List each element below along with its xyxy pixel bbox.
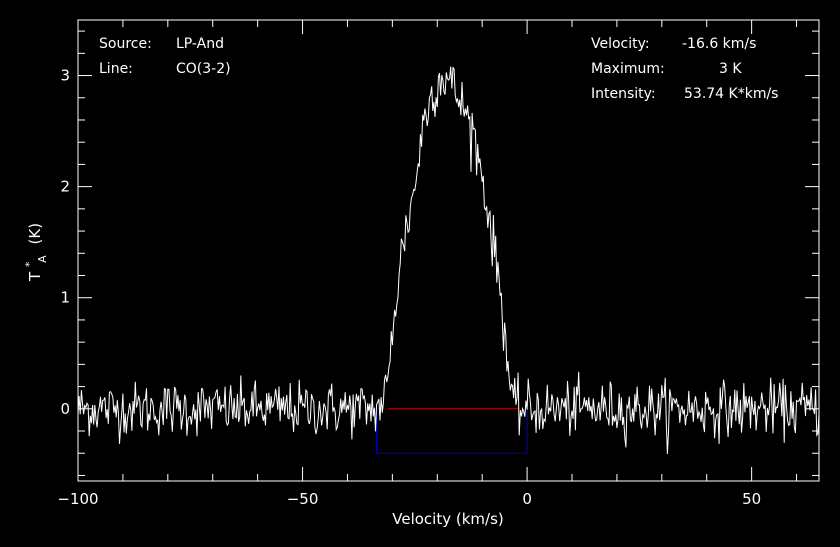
velocity-label: Velocity: xyxy=(591,36,650,52)
maximum-value: 3 K xyxy=(719,61,742,77)
y-axis-label-sup: * xyxy=(23,261,36,267)
maximum-label: Maximum: xyxy=(591,61,665,77)
y-tick-label: 0 xyxy=(60,400,70,418)
line-value: CO(3-2) xyxy=(176,61,231,77)
intensity-label: Intensity: xyxy=(591,86,656,102)
integration-window-line xyxy=(376,408,528,454)
x-tick-label: −100 xyxy=(57,490,98,508)
x-axis-label: Velocity (km/s) xyxy=(392,510,503,528)
y-axis-label-base: T xyxy=(26,271,44,282)
y-axis-label-sub: A xyxy=(36,255,49,263)
y-axis-label: T * A (K) xyxy=(19,223,50,282)
line-label: Line: xyxy=(99,61,133,77)
x-tick-label: −50 xyxy=(287,490,319,508)
x-tick-label: 0 xyxy=(522,490,532,508)
y-tick-label: 1 xyxy=(60,289,70,307)
source-value: LP-And xyxy=(176,36,225,52)
x-tick-label: 50 xyxy=(742,490,761,508)
plot-frame xyxy=(77,19,820,482)
y-axis-label-unit: (K) xyxy=(26,223,44,245)
y-tick-label: 3 xyxy=(60,67,70,85)
y-tick-label: 2 xyxy=(60,178,70,196)
source-label: Source: xyxy=(99,36,152,52)
spectrum-series-line xyxy=(77,66,820,455)
velocity-value: -16.6 km/s xyxy=(682,36,757,52)
intensity-value: 53.74 K*km/s xyxy=(684,86,779,102)
